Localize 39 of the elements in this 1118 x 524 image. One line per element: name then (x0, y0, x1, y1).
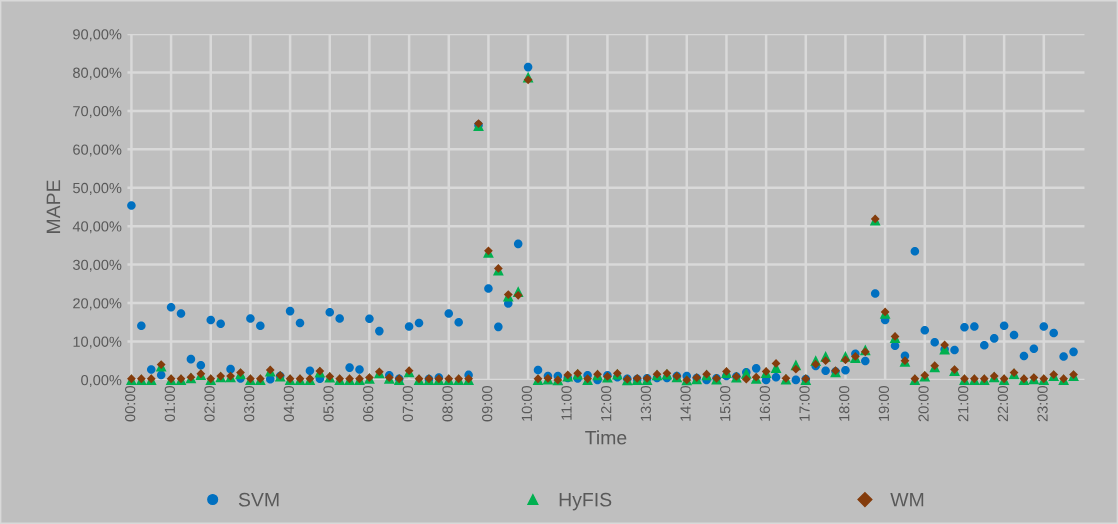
x-tick-label: 10:00 (521, 386, 533, 421)
y-tick-label: 80,00% (73, 67, 122, 80)
y-tick-label: 30,00% (72, 259, 122, 272)
x-tick-label: 14:00 (680, 386, 691, 421)
y-tick-label: 90,00% (73, 29, 122, 42)
y-tick-label: 10,00% (73, 336, 122, 349)
x-tick-label: 21:00 (958, 386, 969, 422)
x-tick-label: 23:00 (1037, 386, 1048, 422)
x-tick-label: 18:00 (839, 386, 850, 421)
x-tick-label: 06:00 (363, 386, 374, 422)
x-tick-label: 19:00 (878, 386, 890, 421)
y-tick-label: 20,00% (73, 298, 122, 311)
x-tick-label: 01:00 (164, 386, 175, 422)
legend-label: WM (890, 492, 924, 507)
y-axis-title: MAPE (46, 180, 61, 233)
x-tick-label: 04:00 (283, 386, 295, 422)
x-tick-label: 16:00 (759, 386, 771, 421)
y-tick-label: 70,00% (73, 106, 122, 119)
x-tick-label: 00:00 (125, 386, 136, 422)
y-tick-label: 50,00% (73, 182, 122, 195)
x-axis-title: Time (585, 430, 627, 445)
x-tick-label: 05:00 (323, 386, 334, 422)
y-tick-label: 40,00% (72, 221, 122, 234)
y-tick-label: 0,00% (81, 375, 122, 388)
x-tick-label: 12:00 (601, 386, 612, 421)
x-tick-label: 11:00 (561, 386, 572, 420)
x-tick-label: 08:00 (442, 386, 453, 422)
x-tick-label: 13:00 (640, 386, 652, 421)
x-tick-label: 22:00 (997, 386, 1009, 422)
legend-label: HyFIS (559, 492, 612, 511)
x-tick-label: 07:00 (402, 386, 414, 422)
x-tick-label: 09:00 (482, 386, 493, 422)
x-tick-label: 17:00 (799, 386, 810, 421)
x-tick-label: 03:00 (244, 386, 255, 422)
x-tick-label: 02:00 (204, 386, 215, 422)
x-tick-label: 20:00 (918, 386, 929, 422)
legend-label: SVM (238, 492, 279, 507)
x-tick-label: 15:00 (720, 386, 731, 421)
y-tick-label: 60,00% (73, 144, 122, 157)
